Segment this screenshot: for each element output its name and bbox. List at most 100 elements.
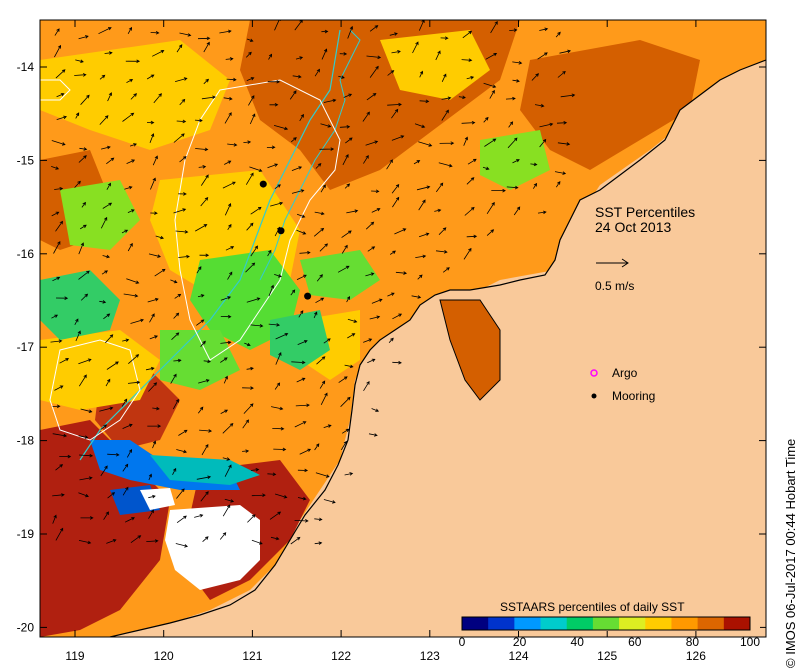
current-vector bbox=[203, 78, 209, 85]
current-vector bbox=[251, 539, 263, 545]
current-vector bbox=[246, 222, 254, 231]
current-vector bbox=[389, 32, 398, 36]
current-vector bbox=[365, 221, 375, 230]
colorbar-tick-label: 0 bbox=[459, 635, 466, 649]
current-vector bbox=[107, 92, 112, 102]
current-vector bbox=[391, 183, 400, 194]
current-vector bbox=[102, 254, 111, 259]
current-vector bbox=[242, 419, 249, 429]
current-vector bbox=[272, 426, 285, 431]
current-vector bbox=[341, 244, 348, 254]
current-vector bbox=[296, 229, 307, 235]
current-vector bbox=[56, 115, 67, 120]
current-vector bbox=[74, 180, 81, 188]
current-vector bbox=[146, 539, 159, 543]
current-vector bbox=[98, 27, 112, 35]
current-vector bbox=[246, 366, 254, 371]
lat-tick-label: -20 bbox=[17, 620, 35, 634]
current-vector bbox=[462, 30, 473, 39]
current-vector bbox=[290, 137, 297, 143]
lon-tick-label: 126 bbox=[686, 649, 706, 663]
current-vector bbox=[463, 136, 468, 146]
current-vector bbox=[219, 29, 232, 34]
current-vector bbox=[79, 224, 87, 230]
current-vector bbox=[292, 74, 302, 79]
current-vector bbox=[559, 49, 572, 54]
current-vector bbox=[245, 262, 256, 273]
current-vector bbox=[512, 159, 520, 164]
current-vector bbox=[51, 211, 60, 217]
current-vector bbox=[178, 429, 188, 436]
current-vector bbox=[268, 53, 273, 60]
cool-patch bbox=[480, 130, 550, 190]
current-vector bbox=[99, 74, 106, 80]
current-vector bbox=[394, 228, 407, 235]
current-vector bbox=[341, 428, 350, 434]
current-vector bbox=[176, 44, 183, 53]
current-vector bbox=[296, 377, 306, 383]
cool-patch bbox=[300, 250, 380, 300]
current-vector bbox=[223, 375, 228, 384]
current-vector bbox=[369, 65, 379, 78]
current-vector bbox=[249, 113, 256, 125]
current-vector bbox=[243, 140, 252, 144]
current-vector bbox=[152, 50, 165, 57]
current-vector bbox=[347, 318, 358, 323]
current-vector bbox=[369, 315, 381, 320]
current-vector bbox=[198, 165, 207, 169]
colorbar-frame bbox=[461, 616, 751, 631]
current-vector bbox=[389, 250, 396, 255]
current-vector bbox=[78, 374, 87, 387]
current-vector bbox=[105, 378, 111, 387]
current-vector bbox=[387, 70, 395, 76]
colorbar-swatch bbox=[488, 617, 515, 630]
current-vector bbox=[147, 424, 162, 428]
current-vector bbox=[173, 208, 187, 214]
current-vector bbox=[273, 125, 289, 131]
mooring-marker bbox=[277, 227, 285, 235]
current-vector bbox=[344, 183, 351, 189]
current-vector bbox=[392, 196, 400, 208]
current-vector bbox=[80, 516, 94, 520]
current-vector bbox=[175, 230, 189, 234]
current-vector bbox=[75, 59, 84, 63]
current-vector bbox=[51, 314, 59, 319]
current-vector bbox=[244, 342, 251, 347]
current-vector bbox=[127, 380, 141, 385]
current-vector bbox=[149, 335, 159, 340]
lon-tick-label: 125 bbox=[597, 649, 617, 663]
current-vector bbox=[225, 246, 235, 251]
current-vector bbox=[152, 440, 157, 449]
cool-patch bbox=[40, 270, 120, 340]
current-vector bbox=[128, 354, 140, 364]
current-vector bbox=[314, 541, 323, 545]
current-vector bbox=[337, 265, 350, 273]
current-vector bbox=[270, 201, 284, 207]
current-vector bbox=[486, 201, 495, 215]
current-vector bbox=[148, 382, 158, 392]
current-vector bbox=[345, 137, 353, 144]
current-vector bbox=[411, 295, 422, 299]
current-vector bbox=[434, 208, 442, 213]
current-vector bbox=[347, 333, 356, 339]
current-vector bbox=[179, 156, 187, 163]
current-vector bbox=[539, 27, 549, 32]
current-vector bbox=[171, 332, 180, 340]
current-vector bbox=[199, 429, 213, 433]
current-vector bbox=[200, 196, 209, 207]
copyright-icon: © bbox=[783, 658, 798, 668]
current-vector bbox=[224, 498, 235, 503]
current-vector bbox=[250, 206, 262, 215]
current-vector bbox=[506, 185, 519, 190]
current-vector bbox=[371, 189, 380, 194]
current-vector bbox=[412, 41, 419, 54]
current-vector bbox=[52, 433, 68, 438]
current-vector bbox=[78, 270, 90, 280]
current-vector bbox=[129, 143, 137, 147]
current-vector bbox=[152, 155, 158, 166]
current-vector bbox=[363, 338, 373, 343]
current-vector bbox=[178, 254, 190, 259]
current-vector bbox=[103, 511, 109, 520]
current-vector bbox=[100, 465, 108, 477]
current-vector bbox=[107, 452, 120, 457]
